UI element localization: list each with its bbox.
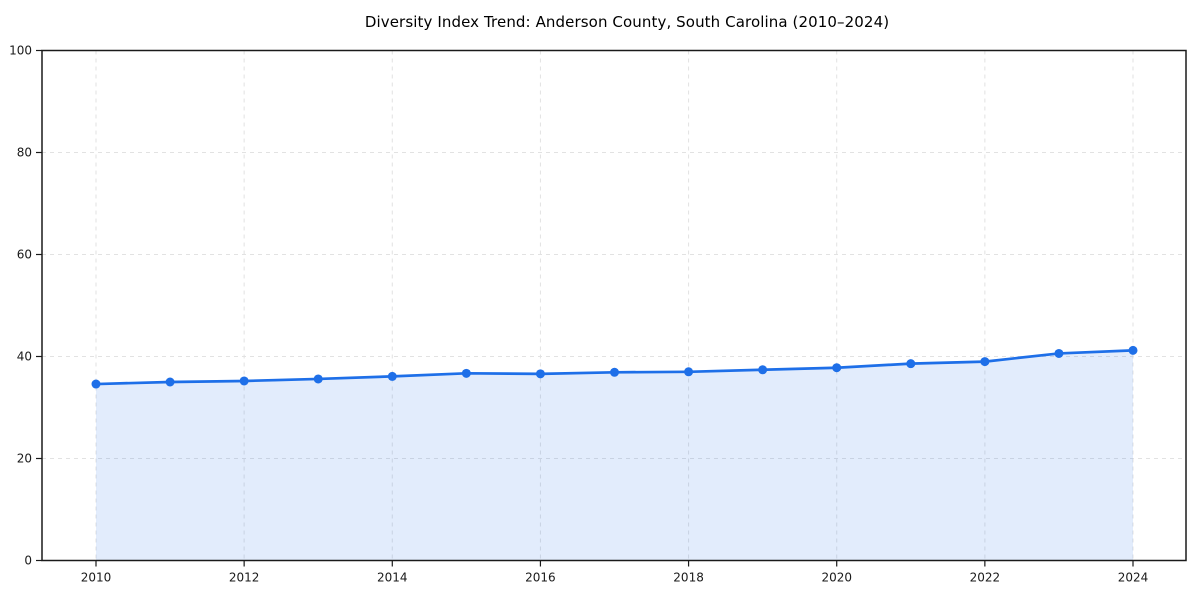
x-tick-label: 2018	[673, 571, 704, 585]
y-tick-label: 60	[17, 248, 32, 262]
x-tick-label: 2022	[970, 571, 1001, 585]
y-tick-label: 0	[24, 554, 32, 568]
area-fill	[96, 350, 1133, 561]
y-tick-label: 100	[9, 44, 32, 58]
data-point-2010	[91, 379, 101, 389]
data-point-2016	[535, 369, 545, 379]
y-tick-label: 40	[17, 350, 32, 364]
y-tick-label: 20	[17, 452, 32, 466]
x-tick-label: 2016	[525, 571, 556, 585]
data-point-2015	[461, 368, 471, 378]
data-point-2024	[1128, 345, 1138, 355]
x-tick-label: 2014	[377, 571, 408, 585]
data-point-2017	[610, 367, 619, 377]
data-point-2021	[906, 359, 916, 369]
data-point-2023	[1054, 348, 1064, 358]
data-point-2012	[239, 376, 249, 386]
x-tick-label: 2020	[821, 571, 852, 585]
data-point-2011	[165, 377, 175, 387]
x-tick-label: 2024	[1118, 571, 1149, 585]
data-point-2014	[387, 371, 397, 381]
data-point-2018	[684, 367, 694, 377]
plot-border	[41, 49, 1187, 562]
data-point-2013	[313, 374, 323, 384]
y-tick-label: 80	[17, 146, 32, 160]
data-point-2020	[832, 363, 842, 373]
chart-title: Diversity Index Trend: Anderson County, …	[364, 13, 890, 31]
data-point-2019	[758, 365, 768, 375]
x-tick-label: 2010	[81, 571, 112, 585]
data-point-2022	[980, 357, 990, 367]
x-tick-label: 2012	[229, 571, 260, 585]
